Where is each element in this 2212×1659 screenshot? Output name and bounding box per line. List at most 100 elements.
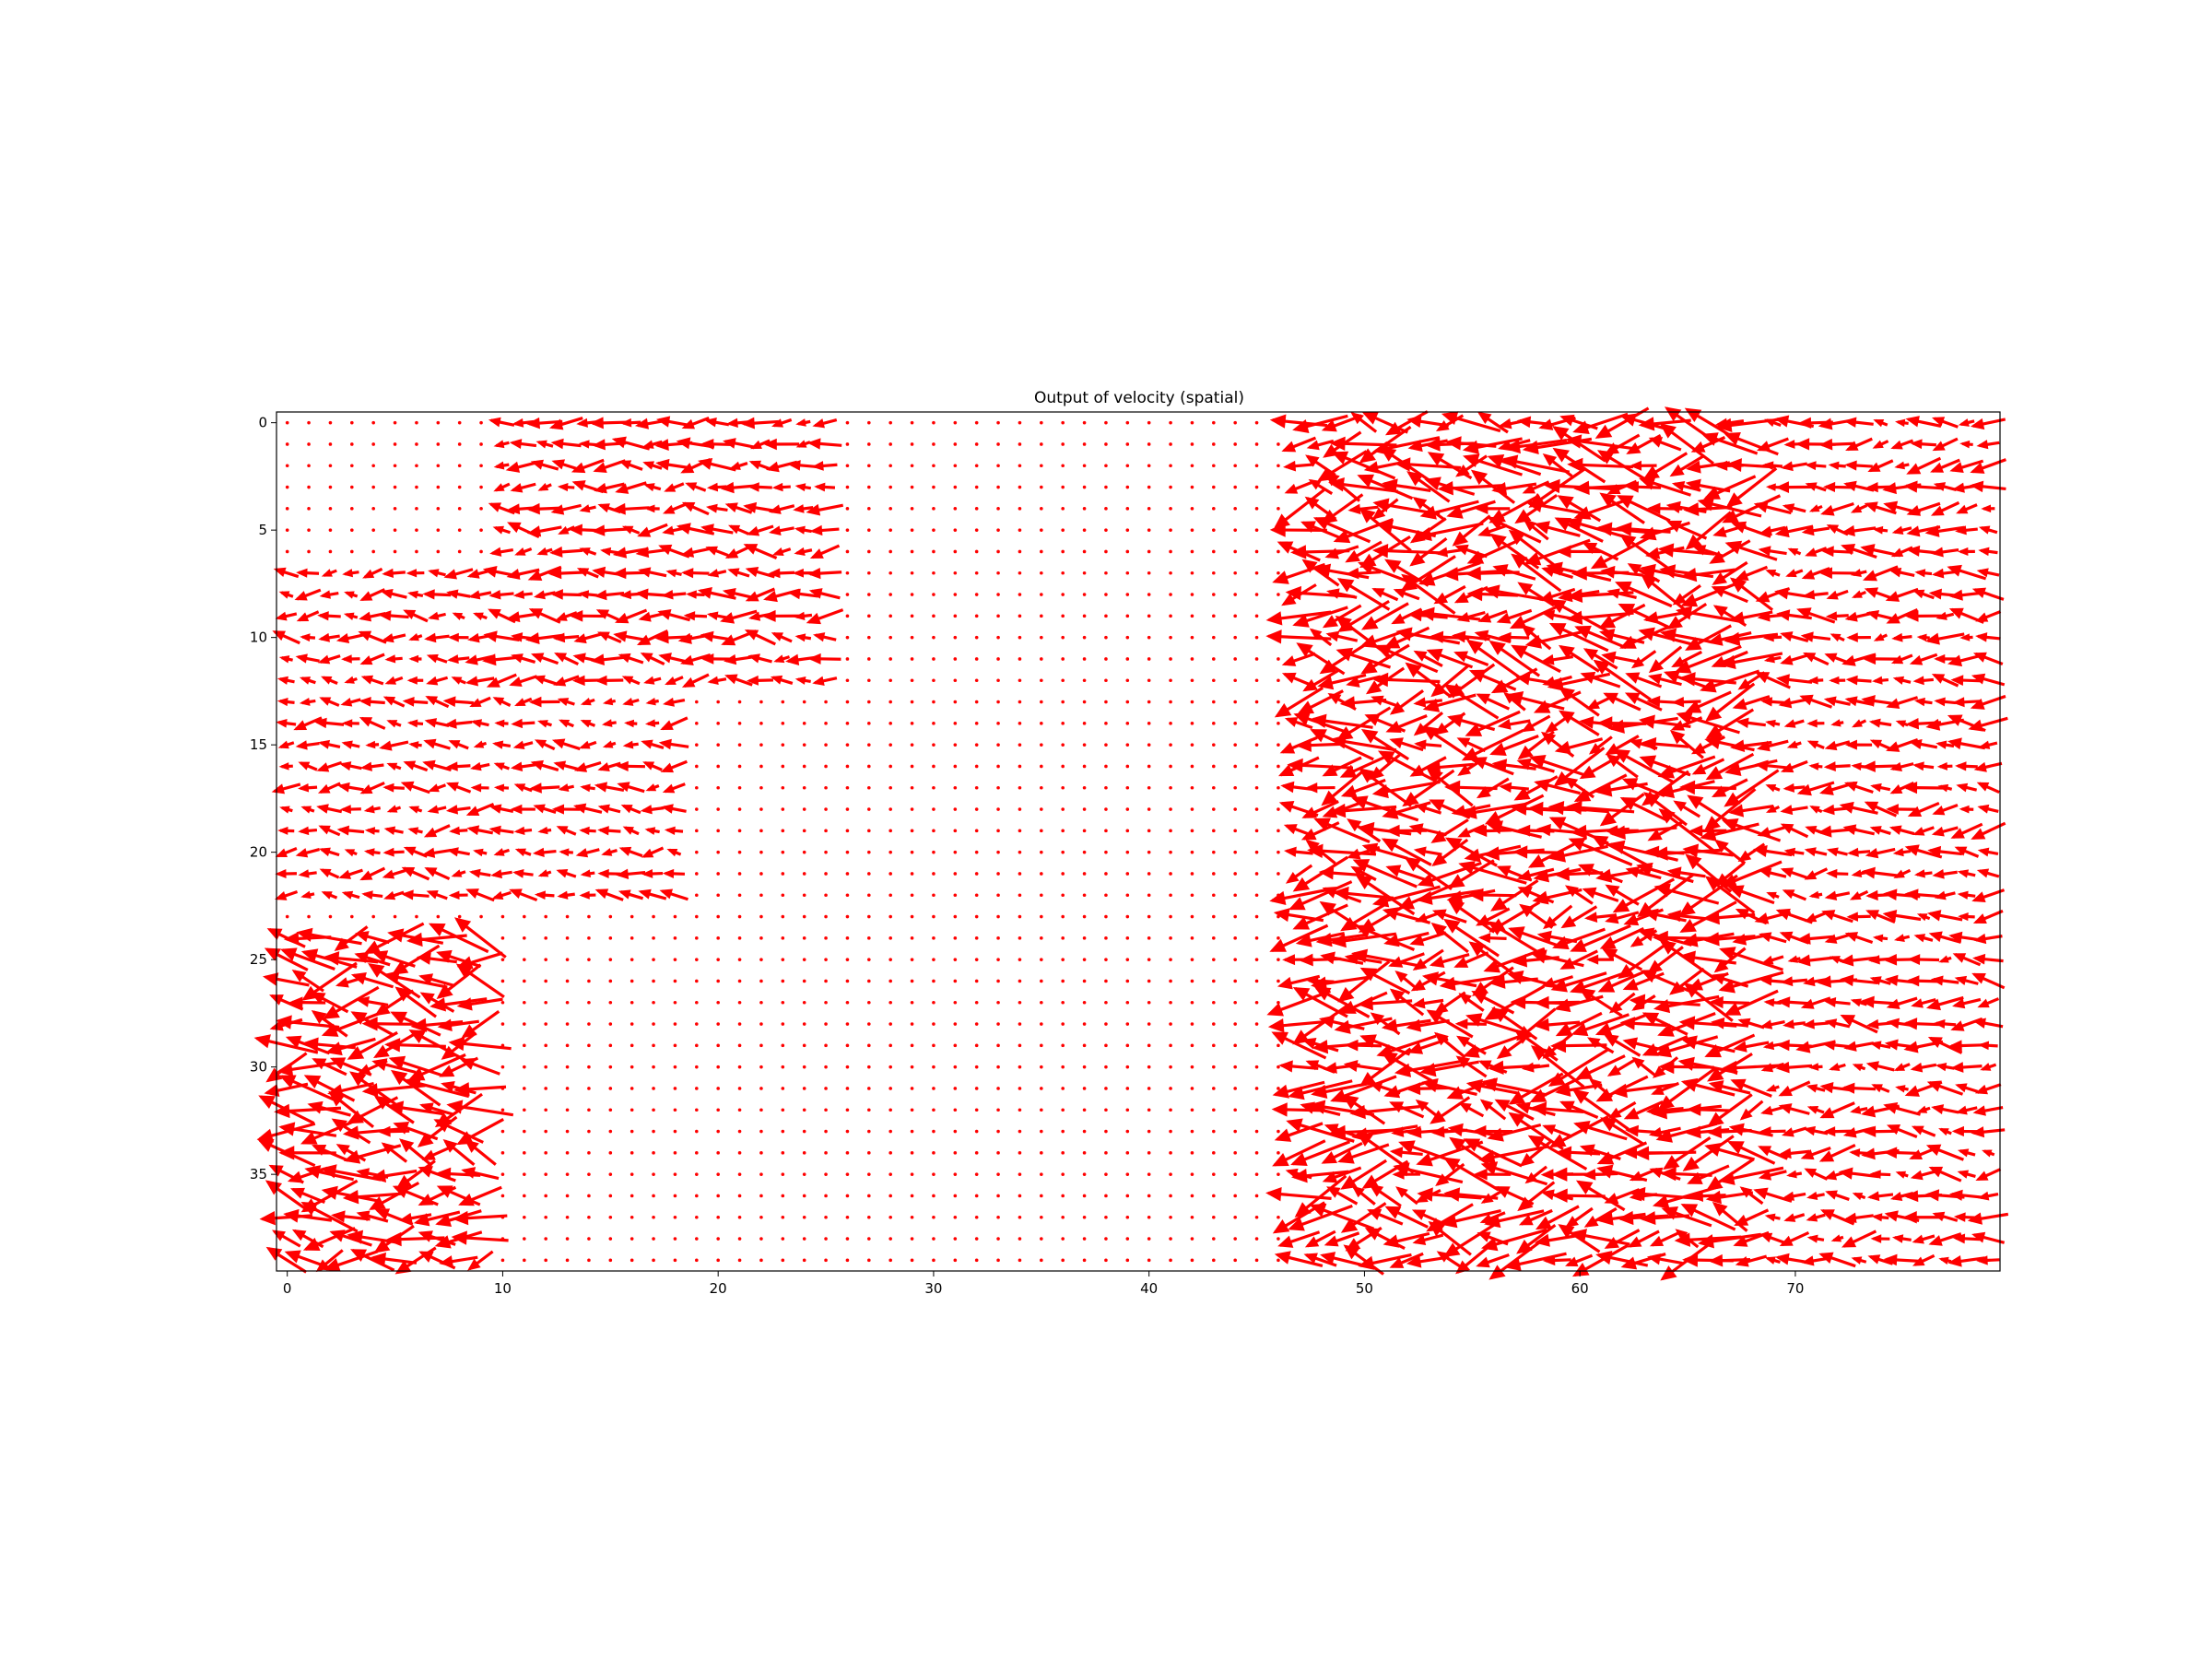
velocity-arrow	[1169, 807, 1172, 811]
velocity-arrow	[608, 958, 613, 961]
velocity-arrow	[1104, 979, 1108, 983]
velocity-arrow	[587, 1087, 591, 1090]
velocity-arrow	[1554, 737, 1604, 755]
velocity-arrow	[1322, 756, 1362, 777]
velocity-arrow	[617, 782, 645, 794]
velocity-arrow	[611, 502, 650, 515]
velocity-arrow	[544, 1108, 547, 1112]
velocity-arrow	[697, 586, 736, 600]
velocity-arrow	[888, 1065, 892, 1069]
velocity-arrow	[307, 549, 311, 554]
velocity-arrow	[1018, 914, 1022, 919]
velocity-arrow	[608, 979, 613, 983]
velocity-arrow	[974, 1108, 979, 1112]
velocity-arrow	[932, 678, 935, 683]
velocity-arrow	[695, 1151, 699, 1155]
velocity-arrow	[624, 719, 638, 728]
velocity-arrow	[415, 485, 418, 489]
velocity-arrow	[384, 676, 404, 685]
velocity-arrow	[436, 914, 441, 919]
velocity-arrow	[1104, 1258, 1108, 1263]
velocity-arrow	[996, 678, 1000, 683]
velocity-arrow	[1018, 635, 1022, 640]
velocity-arrow	[1233, 1151, 1237, 1155]
velocity-arrow	[1573, 499, 1628, 520]
velocity-arrow	[342, 569, 359, 578]
velocity-arrow	[1523, 519, 1549, 541]
velocity-arrow	[794, 611, 813, 620]
velocity-arrow	[1190, 979, 1194, 983]
velocity-arrow	[707, 569, 727, 578]
velocity-arrow	[1774, 524, 1814, 538]
velocity-arrow	[1799, 694, 1833, 709]
velocity-arrow	[1619, 796, 1667, 822]
velocity-arrow	[1382, 1231, 1430, 1248]
velocity-arrow	[932, 549, 935, 554]
velocity-arrow	[652, 979, 655, 983]
velocity-arrow	[1973, 761, 2003, 772]
velocity-arrow	[1040, 549, 1043, 554]
velocity-arrow	[1271, 1031, 1327, 1060]
velocity-arrow	[506, 568, 540, 580]
velocity-arrow	[425, 695, 450, 709]
velocity-arrow	[1593, 659, 1652, 701]
velocity-arrow	[1573, 480, 1627, 495]
velocity-arrow	[1625, 672, 1663, 688]
velocity-arrow	[512, 590, 533, 599]
velocity-arrow	[1759, 867, 1787, 878]
velocity-arrow	[737, 807, 742, 811]
velocity-arrow	[759, 1000, 763, 1005]
velocity-arrow	[594, 782, 625, 793]
velocity-arrow	[932, 893, 935, 898]
velocity-arrow	[1912, 761, 1935, 771]
velocity-arrow	[1082, 507, 1087, 511]
velocity-arrow	[1653, 994, 1720, 1014]
velocity-arrow	[1082, 807, 1087, 811]
velocity-arrow	[1916, 633, 1930, 642]
velocity-arrow	[1629, 1186, 1700, 1202]
velocity-arrow	[781, 1000, 785, 1005]
velocity-arrow	[1082, 936, 1087, 940]
velocity-arrow	[415, 507, 418, 511]
velocity-arrow	[1549, 1038, 1607, 1053]
velocity-arrow	[932, 1129, 935, 1134]
velocity-arrow	[1719, 947, 1783, 971]
velocity-arrow	[996, 1129, 1000, 1134]
velocity-arrow	[1889, 1191, 1914, 1201]
velocity-arrow	[565, 1108, 570, 1112]
velocity-arrow	[1559, 1100, 1599, 1119]
velocity-arrow	[1529, 754, 1586, 777]
velocity-arrow	[974, 1065, 979, 1069]
velocity-arrow	[1967, 1212, 2009, 1225]
velocity-arrow	[1061, 1087, 1065, 1090]
velocity-arrow	[695, 1000, 699, 1005]
velocity-arrow	[1704, 735, 1755, 752]
velocity-arrow	[661, 804, 687, 814]
velocity-arrow	[1233, 549, 1237, 554]
velocity-arrow	[910, 1172, 914, 1176]
velocity-arrow	[448, 890, 468, 900]
velocity-arrow	[910, 872, 914, 876]
velocity-arrow	[1466, 539, 1519, 564]
velocity-arrow	[629, 1194, 634, 1198]
velocity-arrow	[328, 464, 333, 468]
velocity-arrow	[1638, 627, 1692, 646]
velocity-arrow	[1616, 495, 1671, 523]
velocity-arrow	[277, 826, 295, 835]
velocity-arrow	[1169, 420, 1172, 425]
velocity-arrow	[1018, 571, 1022, 575]
velocity-arrow	[608, 1000, 613, 1005]
velocity-arrow	[359, 761, 384, 771]
velocity-arrow	[356, 1210, 389, 1223]
velocity-arrow	[1866, 1191, 1894, 1202]
velocity-arrow	[1313, 818, 1371, 843]
velocity-arrow	[313, 717, 345, 729]
velocity-arrow	[996, 1108, 1000, 1112]
velocity-arrow	[1850, 998, 1867, 1007]
velocity-arrow	[457, 485, 462, 489]
velocity-arrow	[364, 827, 380, 835]
velocity-arrow	[1959, 805, 1974, 814]
velocity-arrow	[1476, 777, 1510, 799]
velocity-arrow	[1498, 631, 1530, 643]
velocity-arrow	[1319, 643, 1365, 675]
